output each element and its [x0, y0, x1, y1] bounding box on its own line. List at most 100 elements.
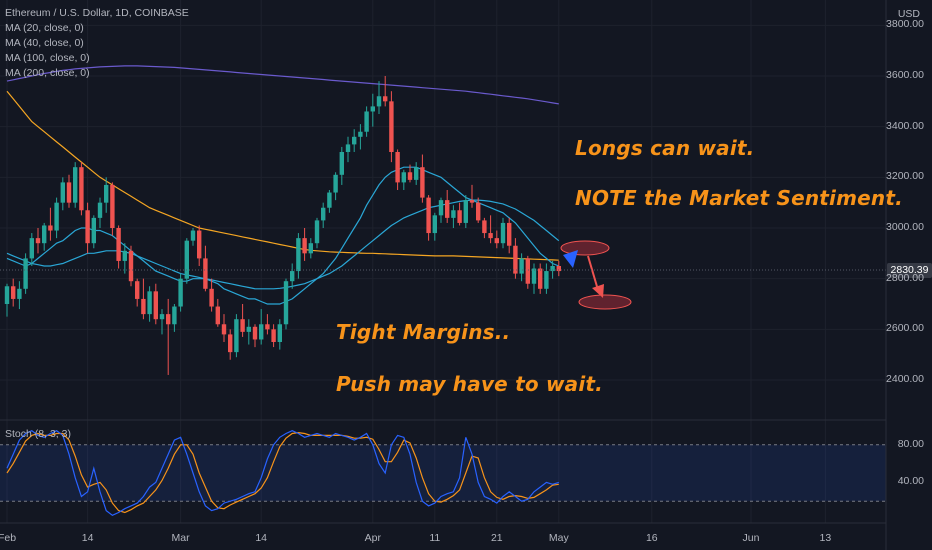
candle	[500, 217, 506, 249]
candle	[488, 215, 493, 244]
candle-body	[364, 111, 369, 132]
candle	[544, 263, 549, 294]
candle-body	[488, 233, 493, 239]
annotation-push[interactable]: Push may have to wait.	[336, 372, 603, 396]
candle	[445, 190, 450, 223]
candle-body	[544, 271, 549, 289]
candle	[290, 263, 295, 289]
candle	[66, 174, 72, 208]
candle-body	[153, 291, 158, 320]
candle-body	[352, 136, 357, 145]
candle-body	[538, 268, 543, 289]
candle-body	[513, 245, 518, 274]
time-tick-label: May	[548, 532, 569, 544]
candle	[314, 217, 320, 249]
time-tick-label: Apr	[364, 532, 381, 544]
price-tick-label: 3000.00	[886, 221, 924, 233]
target-ellipse-upper[interactable]	[560, 240, 610, 256]
candle-body	[147, 291, 152, 315]
candle	[432, 212, 437, 241]
candle	[97, 197, 103, 228]
candle	[352, 129, 357, 152]
candle	[79, 162, 84, 216]
candle-body	[17, 288, 22, 299]
ma100-legend[interactable]: MA (100, close, 0)	[5, 52, 90, 64]
candle	[17, 281, 22, 310]
candle	[358, 124, 363, 150]
candle	[184, 238, 189, 284]
candle-body	[135, 281, 140, 299]
ma40-legend[interactable]: MA (40, close, 0)	[5, 37, 84, 49]
candle-body	[104, 184, 109, 203]
candle	[135, 278, 140, 307]
annotation-tight[interactable]: Tight Margins..	[336, 320, 511, 344]
blue-arrow-icon[interactable]	[563, 250, 578, 268]
candle-body	[426, 197, 431, 234]
ma20-legend[interactable]: MA (20, close, 0)	[5, 22, 84, 34]
candle-body	[401, 172, 406, 183]
candle	[60, 177, 65, 211]
candle-body	[60, 182, 65, 203]
candle-body	[283, 281, 289, 325]
candle-body	[339, 152, 344, 175]
stochastic-pane	[0, 430, 886, 516]
candle	[234, 314, 239, 358]
candle	[333, 172, 338, 201]
candle-body	[29, 238, 34, 259]
user-drawings	[560, 240, 632, 310]
price-tick-label: 2400.00	[886, 373, 924, 385]
annotation-note[interactable]: NOTE the Market Sentiment.	[575, 186, 903, 210]
ma200-legend[interactable]: MA (200, close, 0)	[5, 67, 90, 79]
candle-body	[531, 268, 537, 284]
candle-body	[290, 271, 295, 282]
candle-body	[85, 210, 90, 244]
candle	[370, 93, 375, 127]
candle	[302, 228, 307, 261]
candle-body	[128, 250, 134, 282]
price-tick-label: 3400.00	[886, 119, 924, 132]
candle	[128, 245, 134, 287]
candle	[457, 202, 462, 226]
candle	[519, 253, 524, 282]
candle-body	[184, 240, 189, 279]
candle-body	[66, 182, 72, 203]
candle-body	[314, 220, 320, 244]
candle	[11, 278, 16, 307]
symbol-title[interactable]: Ethereum / U.S. Dollar, 1D, COINBASE	[5, 7, 189, 19]
time-tick-label: Feb	[0, 532, 17, 544]
candle-body	[420, 167, 425, 198]
candle-body	[35, 238, 41, 244]
stoch-k-line	[6, 430, 559, 516]
currency-label[interactable]: USD	[897, 8, 920, 20]
candle-body	[234, 319, 239, 353]
stoch-legend[interactable]: Stoch (8, 3, 3)	[5, 428, 71, 440]
candle-body	[395, 152, 400, 183]
candle	[345, 136, 351, 163]
time-tick-label: 14	[255, 532, 268, 544]
candle-body	[141, 298, 146, 315]
candle	[339, 146, 344, 185]
candle-body	[550, 266, 555, 272]
chart-legend: Ethereum / U.S. Dollar, 1D, COINBASE MA …	[5, 6, 189, 81]
target-ellipse-lower[interactable]	[578, 294, 632, 310]
candle	[321, 202, 326, 228]
candle-body	[4, 286, 10, 304]
price-tick-label: 3200.00	[886, 170, 924, 183]
candle-body	[259, 324, 264, 340]
candle	[122, 243, 127, 274]
red-arrow-line[interactable]	[587, 255, 599, 291]
candle	[556, 260, 561, 277]
candle-body	[321, 207, 326, 221]
candle	[141, 278, 146, 320]
candle	[73, 162, 78, 208]
candle	[42, 222, 47, 251]
candle	[531, 263, 537, 294]
candle-body	[476, 202, 481, 221]
candle-body	[97, 202, 103, 218]
moving-average-lines	[6, 65, 560, 305]
candle-body	[463, 200, 468, 223]
candle-body	[482, 220, 487, 234]
candle-body	[370, 106, 375, 112]
annotation-longs[interactable]: Longs can wait.	[575, 136, 755, 160]
